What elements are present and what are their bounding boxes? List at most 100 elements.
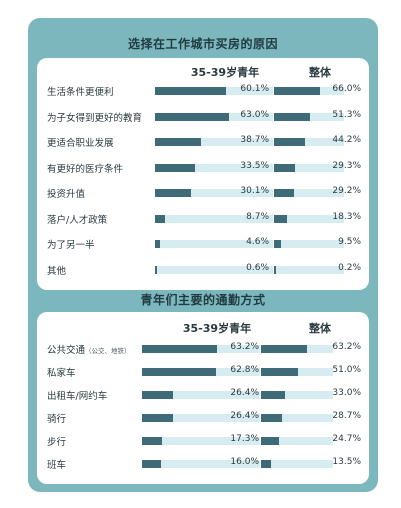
value-label-overall: 29.3% — [332, 160, 361, 171]
bar-overall — [274, 163, 295, 172]
category-name: 其他 — [47, 265, 67, 277]
value-label-overall: 13.5% — [332, 457, 361, 467]
category-label: 生活条件更便利 — [47, 84, 114, 98]
bar-track-overall — [274, 87, 344, 95]
bar-overall — [261, 391, 285, 399]
value-label-overall: 9.5% — [338, 237, 361, 247]
reasons-panel: 35-39岁青年 整体 生活条件更便利 60.1% 66.0% 为子女得到更好的教育 6… — [37, 58, 369, 290]
category-label: 私家车 — [47, 365, 76, 379]
bar-youth — [155, 240, 160, 248]
category-label: 骑行 — [47, 411, 66, 425]
bar-overall — [261, 368, 298, 376]
bar-row: 有更好的医疗条件 33.5% 29.3% — [37, 159, 369, 177]
value-label-youth: 30.1% — [240, 186, 269, 196]
bar-overall — [261, 414, 282, 422]
value-label-overall: 63.2% — [332, 342, 361, 352]
bar-overall — [274, 265, 276, 274]
bar-track-overall — [274, 163, 344, 172]
value-label-overall: 24.7% — [332, 434, 361, 444]
category-name: 生活条件更便利 — [47, 87, 114, 98]
value-label-overall: 66.0% — [332, 84, 361, 94]
value-label-overall: 28.7% — [332, 411, 361, 421]
category-name: 为子女得到更好的教育 — [47, 112, 143, 124]
bar-track-youth — [155, 189, 273, 197]
bar-track-youth — [155, 87, 273, 95]
bar-youth — [142, 345, 217, 353]
category-name: 骑行 — [47, 414, 67, 425]
bar-youth — [155, 112, 229, 121]
category-label: 有更好的医疗条件 — [47, 161, 123, 175]
bar-overall — [261, 437, 279, 445]
bar-youth — [155, 214, 165, 223]
bar-overall — [261, 345, 307, 353]
bar-track-overall — [274, 189, 344, 197]
bar-track-overall — [274, 240, 344, 248]
bar-track-overall — [274, 112, 344, 121]
bar-overall — [274, 87, 320, 95]
bar-row: 落户/人才政策 8.7% 18.3% — [37, 210, 369, 228]
bar-track-youth — [142, 368, 260, 376]
commute-panel: 35-39岁青年 整体 公共交通（公交、地铁） 63.2% 63.2% 私家车 62.8… — [37, 312, 369, 484]
bar-row: 其他 0.6% 0.2% — [37, 261, 369, 279]
bar-youth — [155, 87, 226, 95]
bar-track-overall — [274, 214, 344, 223]
bar-overall — [274, 214, 287, 223]
bar-youth — [155, 138, 201, 146]
bar-row: 班车 16.0% 13.5% — [37, 455, 369, 473]
bar-youth — [155, 265, 157, 274]
series-header-overall: 整体 — [309, 322, 331, 335]
category-name: 私家车 — [47, 368, 76, 379]
bar-track-youth — [142, 345, 260, 353]
bar-track-youth — [142, 437, 260, 445]
bar-track-youth — [155, 112, 273, 121]
bar-track-youth — [155, 240, 273, 248]
bar-track-youth — [155, 138, 273, 146]
value-label-overall: 18.3% — [332, 211, 361, 222]
category-name: 投资升值 — [47, 189, 86, 200]
value-label-youth: 38.7% — [240, 135, 269, 145]
value-label-youth: 16.0% — [230, 457, 259, 467]
bar-track-youth — [155, 214, 273, 223]
value-label-overall: 33.0% — [332, 388, 361, 398]
bar-row: 骑行 26.4% 28.7% — [37, 409, 369, 427]
bar-youth — [142, 460, 161, 468]
value-label-youth: 60.1% — [240, 84, 269, 94]
bar-track-youth — [142, 391, 260, 399]
bar-overall — [261, 460, 271, 468]
bar-track-overall — [261, 414, 333, 422]
bar-youth — [142, 368, 216, 376]
value-label-youth: 26.4% — [230, 411, 259, 421]
category-label: 为了另一半 — [47, 237, 95, 251]
bar-overall — [274, 189, 294, 197]
category-label: 步行 — [47, 434, 66, 448]
category-label: 更适合职业发展 — [47, 135, 114, 149]
bar-youth — [142, 414, 173, 422]
value-label-overall: 44.2% — [332, 135, 361, 145]
value-label-youth: 33.5% — [240, 160, 269, 171]
bar-row: 投资升值 30.1% 29.2% — [37, 184, 369, 202]
bar-track-youth — [142, 414, 260, 422]
bar-youth — [142, 391, 173, 399]
category-name: 公共交通 — [47, 345, 86, 356]
category-note: （公交、地铁） — [85, 347, 131, 355]
bar-track-overall — [261, 391, 333, 399]
bar-row: 更适合职业发展 38.7% 44.2% — [37, 133, 369, 151]
bar-track-youth — [155, 163, 273, 172]
category-name: 班车 — [47, 460, 67, 471]
bar-row: 公共交通（公交、地铁） 63.2% 63.2% — [37, 340, 369, 358]
bar-youth — [155, 189, 191, 197]
value-label-overall: 51.0% — [332, 365, 361, 375]
category-name: 有更好的医疗条件 — [47, 163, 124, 175]
category-name: 为了另一半 — [47, 240, 95, 251]
bar-row: 生活条件更便利 60.1% 66.0% — [37, 82, 369, 100]
bar-row: 为子女得到更好的教育 63.0% 51.3% — [37, 108, 369, 126]
category-name: 落户/人才政策 — [47, 214, 108, 226]
bar-youth — [155, 163, 195, 172]
bar-overall — [274, 138, 305, 146]
chart-title-reasons: 选择在工作城市买房的原因 — [127, 36, 278, 51]
category-label: 其他 — [47, 263, 66, 277]
bar-row: 出租车/网约车 26.4% 33.0% — [37, 386, 369, 404]
bar-youth — [142, 437, 162, 445]
bar-track-overall — [261, 345, 333, 353]
bar-row: 步行 17.3% 24.7% — [37, 432, 369, 450]
